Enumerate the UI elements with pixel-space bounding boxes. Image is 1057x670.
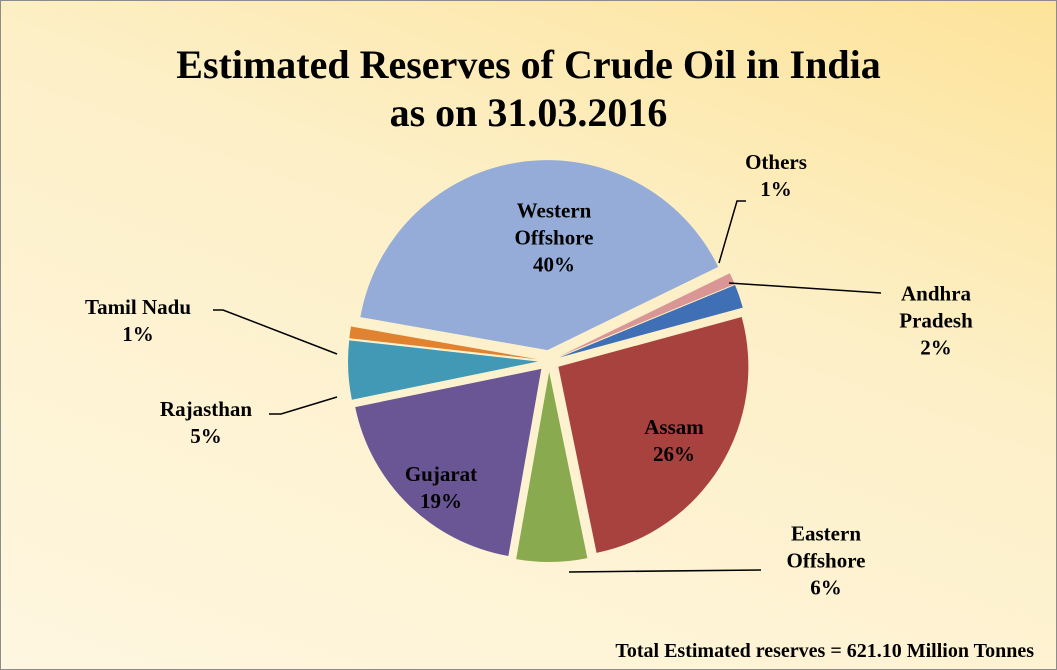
- value-label: 6%: [810, 575, 842, 600]
- value-label: 5%: [190, 424, 222, 448]
- value-label: 26%: [653, 442, 695, 466]
- category-label: Western Offshore: [514, 198, 594, 250]
- category-label: Others: [745, 150, 807, 174]
- value-label: 2%: [920, 335, 952, 360]
- value-label: 1%: [760, 177, 792, 201]
- category-label: Tamil Nadu: [84, 295, 191, 319]
- value-label: 19%: [420, 489, 462, 513]
- leader-line: [269, 396, 338, 415]
- title-block: Estimated Reserves of Crude Oil in India…: [1, 41, 1056, 137]
- pie-slice: [558, 316, 749, 553]
- slice-label: Gujarat 19%: [391, 461, 491, 515]
- slice-label: Tamil Nadu 1%: [63, 294, 213, 348]
- category-label: Assam: [644, 415, 704, 439]
- value-label: 1%: [122, 322, 154, 346]
- chart-title: Estimated Reserves of Crude Oil in India: [176, 42, 881, 87]
- category-label: Rajasthan: [159, 397, 253, 421]
- pie-slice: [559, 285, 743, 358]
- slice-label: Eastern Offshore 6%: [761, 521, 891, 602]
- leader-line: [728, 282, 882, 294]
- pie-slice: [360, 160, 719, 351]
- value-label: 40%: [533, 252, 575, 277]
- slice-label: Others 1%: [731, 149, 821, 203]
- chart-subtitle: as on 31.03.2016: [389, 90, 668, 135]
- leader-line: [718, 200, 746, 264]
- pie-slice: [349, 326, 539, 360]
- category-label: Andhra Pradesh: [899, 281, 973, 333]
- slice-label: Andhra Pradesh 2%: [876, 281, 996, 362]
- pie-slice: [559, 273, 735, 357]
- slice-label: Rajasthan 5%: [146, 396, 266, 450]
- slice-label: Western Offshore 40%: [484, 198, 624, 279]
- annotation: Total Estimated reserves = 621.10 Millio…: [615, 640, 1034, 662]
- category-label: Eastern Offshore: [786, 521, 866, 573]
- leader-line: [213, 309, 338, 355]
- pie-slice: [516, 371, 588, 562]
- leader-line: [568, 569, 762, 573]
- slice-label: Assam 26%: [624, 414, 724, 468]
- category-label: Gujarat: [404, 462, 478, 486]
- pie-slice: [355, 368, 542, 556]
- pie-slice: [348, 340, 539, 400]
